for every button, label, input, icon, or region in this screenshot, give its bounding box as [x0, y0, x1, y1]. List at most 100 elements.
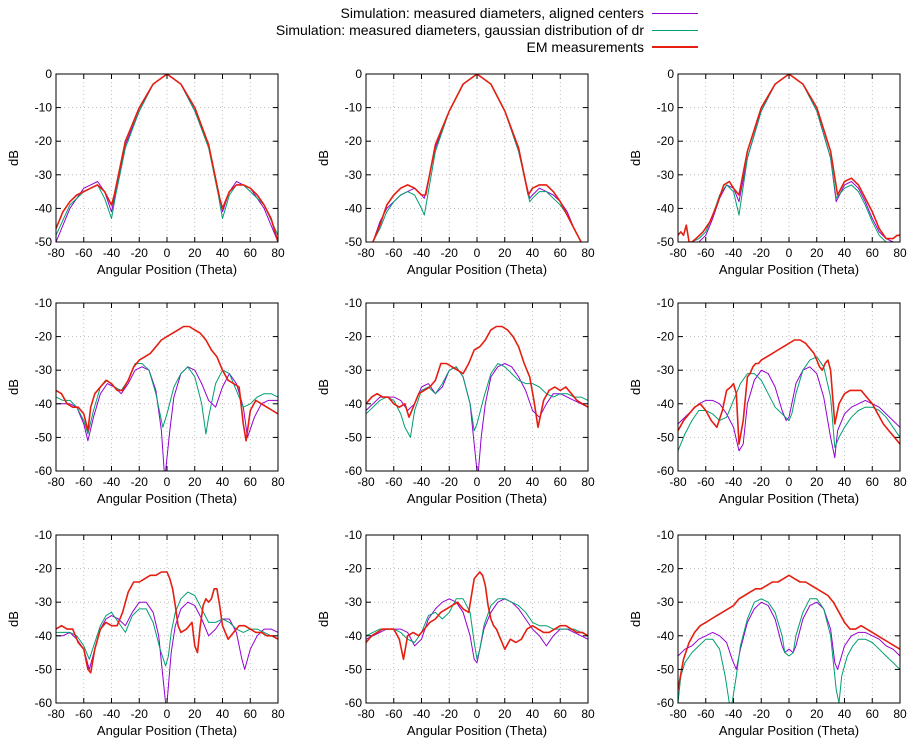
y-tick-label: -50: [345, 235, 363, 249]
y-tick-label: -20: [345, 134, 363, 148]
series-line-2: [56, 363, 278, 435]
y-axis-label: dB: [6, 379, 21, 395]
y-tick-label: -10: [35, 528, 53, 542]
x-tick-label: 20: [498, 246, 512, 260]
x-tick-label: 60: [244, 707, 258, 721]
y-tick-label: -50: [35, 430, 53, 444]
x-tick-label: -20: [131, 246, 149, 260]
x-tick-label: 0: [474, 246, 481, 260]
x-tick-label: -80: [357, 475, 375, 489]
x-tick-label: -80: [357, 246, 375, 260]
x-axis-label: Angular Position (Theta): [97, 723, 237, 738]
y-tick-label: -60: [345, 696, 363, 710]
y-tick-label: -20: [345, 562, 363, 576]
series-line-2: [372, 74, 582, 242]
x-tick-label: -40: [103, 707, 121, 721]
x-tick-label: 20: [810, 246, 824, 260]
x-tick-label: 40: [526, 707, 540, 721]
chart-panel-8: -80 -60 -40 -20 0 20 40 60 80-10-20-30-40-50-60A…: [316, 528, 595, 738]
x-tick-label: 80: [893, 707, 907, 721]
y-tick-label: -10: [657, 101, 675, 115]
x-tick-label: -60: [385, 475, 403, 489]
x-tick-label: 60: [554, 475, 568, 489]
x-tick-label: 20: [810, 707, 824, 721]
y-tick-label: -30: [35, 168, 53, 182]
x-tick-label: 40: [216, 707, 230, 721]
x-tick-label: 20: [498, 707, 512, 721]
y-axis-label: dB: [628, 379, 643, 395]
y-tick-label: -10: [657, 528, 675, 542]
x-tick-label: -40: [103, 475, 121, 489]
y-tick-label: -40: [35, 201, 53, 215]
x-tick-label: -20: [441, 246, 459, 260]
x-tick-label: -20: [753, 246, 771, 260]
y-tick-label: -50: [345, 430, 363, 444]
x-tick-label: 0: [474, 475, 481, 489]
legend-entry-em: EM measurements: [527, 38, 698, 56]
x-axis-label: Angular Position (Theta): [407, 262, 547, 277]
y-tick-label: -40: [345, 201, 363, 215]
x-tick-label: 60: [244, 475, 258, 489]
x-tick-label: 20: [188, 475, 202, 489]
x-tick-label: -40: [413, 475, 431, 489]
series-line-2: [56, 591, 278, 667]
x-tick-label: 80: [893, 475, 907, 489]
x-tick-label: -60: [385, 707, 403, 721]
y-tick-label: -30: [35, 595, 53, 609]
y-tick-label: -40: [345, 629, 363, 643]
x-tick-label: -60: [697, 475, 715, 489]
x-tick-label: -80: [669, 246, 687, 260]
x-tick-label: -80: [669, 707, 687, 721]
x-tick-label: 0: [164, 246, 171, 260]
x-tick-label: 40: [838, 475, 852, 489]
x-tick-label: -20: [131, 707, 149, 721]
x-tick-label: -60: [385, 246, 403, 260]
x-tick-label: -60: [75, 475, 93, 489]
y-tick-label: -10: [657, 296, 675, 310]
y-tick-label: -60: [35, 696, 53, 710]
y-tick-label: -20: [35, 134, 53, 148]
y-tick-label: -10: [345, 296, 363, 310]
x-tick-label: 40: [526, 475, 540, 489]
series-line-3: [366, 571, 588, 661]
x-tick-label: 60: [244, 246, 258, 260]
x-tick-label: 40: [838, 246, 852, 260]
series-line-3: [366, 325, 588, 429]
series-line-1: [678, 601, 900, 670]
series-line-1: [56, 74, 278, 242]
series-line-3: [678, 74, 900, 242]
x-tick-label: -80: [47, 246, 65, 260]
x-tick-label: -40: [413, 707, 431, 721]
x-tick-label: -40: [725, 707, 743, 721]
x-tick-label: 0: [786, 475, 793, 489]
chart-legend: Simulation: measured diameters, aligned …: [0, 0, 913, 60]
x-tick-label: -80: [357, 707, 375, 721]
chart-panel-5: -80 -60 -40 -20 0 20 40 60 80-10-20-30-40-50-60A…: [316, 296, 595, 506]
y-tick-label: 0: [667, 67, 674, 81]
y-tick-label: -50: [35, 662, 53, 676]
y-tick-label: -50: [657, 235, 675, 249]
y-tick-label: 0: [355, 67, 362, 81]
legend-label: Simulation: measured diameters, gaussian…: [275, 22, 644, 38]
chart-panel-9: -80 -60 -40 -20 0 20 40 60 80-10-20-30-40-50-60A…: [628, 528, 907, 738]
x-tick-label: -20: [753, 475, 771, 489]
y-tick-label: -60: [345, 464, 363, 478]
y-tick-label: -60: [35, 464, 53, 478]
legend-label: Simulation: measured diameters, aligned …: [340, 5, 645, 21]
x-axis-label: Angular Position (Theta): [719, 723, 859, 738]
y-tick-label: 0: [45, 67, 52, 81]
legend-swatch: [652, 46, 698, 48]
legend-swatch: [652, 29, 698, 31]
chart-panel-6: -80 -60 -40 -20 0 20 40 60 80-10-20-30-40-50-60A…: [628, 296, 907, 506]
y-axis-label: dB: [628, 150, 643, 166]
series-line-2: [678, 356, 900, 451]
series-line-3: [56, 571, 278, 674]
y-tick-label: -40: [657, 397, 675, 411]
x-tick-label: -20: [441, 475, 459, 489]
x-tick-label: -20: [753, 707, 771, 721]
series-line-2: [678, 598, 900, 703]
chart-panel-3: -80 -60 -40 -20 0 20 40 60 80 0 -10 -20 -30 -40 -50 Ang…: [628, 67, 907, 277]
y-tick-label: -40: [35, 397, 53, 411]
legend-label: EM measurements: [526, 39, 644, 55]
